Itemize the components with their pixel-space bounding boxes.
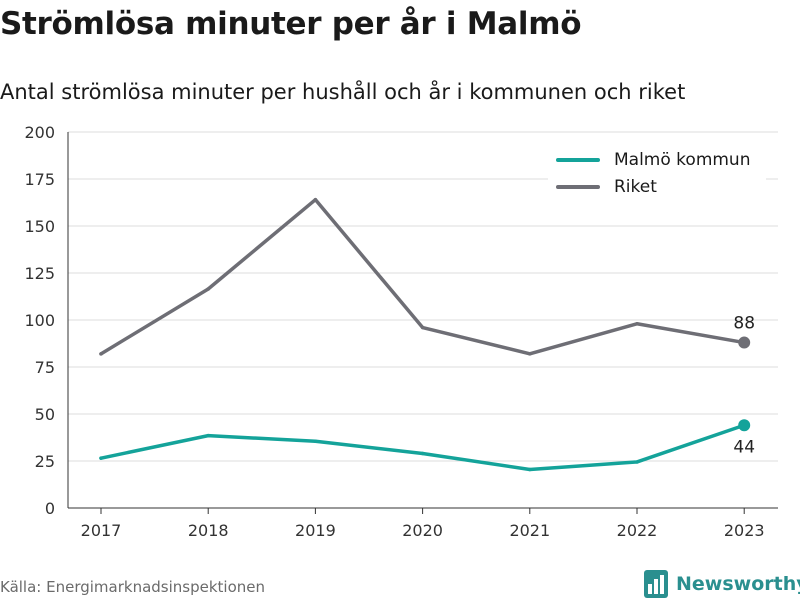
x-tick-label-2022: 2022 bbox=[617, 521, 658, 540]
x-tick-label-2023: 2023 bbox=[724, 521, 765, 540]
data-point-malmo-2021 bbox=[528, 467, 532, 472]
data-point-malmo-2019 bbox=[313, 439, 318, 444]
y-tick-label-25: 25 bbox=[35, 452, 55, 471]
data-point-riket-2018 bbox=[206, 287, 210, 291]
series-line-riket bbox=[99, 197, 746, 356]
data-point-riket-2021 bbox=[528, 352, 532, 356]
legend-swatch-malmo bbox=[556, 158, 600, 162]
x-tick-label-2019: 2019 bbox=[295, 521, 336, 540]
bar-chart-logo-icon bbox=[644, 570, 668, 598]
data-label-riket-end: 88 bbox=[733, 314, 755, 334]
data-point-riket-2017 bbox=[99, 352, 103, 356]
brand-logo[interactable]: Newsworthy bbox=[644, 569, 800, 599]
source-note: Källa: Energimarknadsinspektionen bbox=[0, 578, 266, 596]
legend-item-malmo: Malmö kommun bbox=[556, 150, 750, 170]
y-tick-label-75: 75 bbox=[35, 358, 55, 377]
chart-title: Strömlösa minuter per år i Malmö bbox=[0, 6, 582, 42]
y-tick-label-175: 175 bbox=[24, 170, 55, 189]
y-tick-label-100: 100 bbox=[24, 311, 55, 330]
series-line-malmo bbox=[99, 423, 746, 472]
x-tick-label-2017: 2017 bbox=[81, 521, 122, 540]
legend-label-riket: Riket bbox=[614, 177, 657, 197]
data-point-malmo-2017 bbox=[99, 456, 103, 460]
chart-subtitle: Antal strömlösa minuter per hushåll och … bbox=[0, 80, 686, 104]
data-point-malmo-2018 bbox=[206, 433, 210, 438]
brand-name: Newsworthy bbox=[676, 573, 800, 595]
legend-item-riket: Riket bbox=[556, 177, 657, 197]
data-label-malmo-end: 44 bbox=[733, 437, 755, 457]
data-point-riket-2020 bbox=[420, 325, 425, 330]
x-tick-label-2021: 2021 bbox=[509, 521, 550, 540]
y-tick-label-50: 50 bbox=[35, 405, 55, 424]
data-point-riket-2022 bbox=[635, 322, 639, 326]
legend-label-malmo: Malmö kommun bbox=[614, 150, 751, 170]
data-point-malmo-2022 bbox=[635, 460, 639, 464]
data-point-riket-2023 bbox=[738, 336, 751, 349]
y-tick-label-200: 200 bbox=[24, 123, 55, 142]
y-tick-label-125: 125 bbox=[24, 264, 55, 283]
y-tick-label-150: 150 bbox=[24, 217, 55, 236]
data-point-malmo-2020 bbox=[420, 451, 425, 456]
y-tick-label-0: 0 bbox=[45, 499, 55, 518]
data-point-malmo-2023 bbox=[738, 419, 751, 432]
legend-swatch-riket bbox=[556, 185, 600, 189]
x-tick-label-2018: 2018 bbox=[188, 521, 229, 540]
data-point-riket-2019 bbox=[313, 197, 318, 202]
legend: Malmö kommun Riket bbox=[548, 146, 766, 210]
x-tick-label-2020: 2020 bbox=[402, 521, 443, 540]
